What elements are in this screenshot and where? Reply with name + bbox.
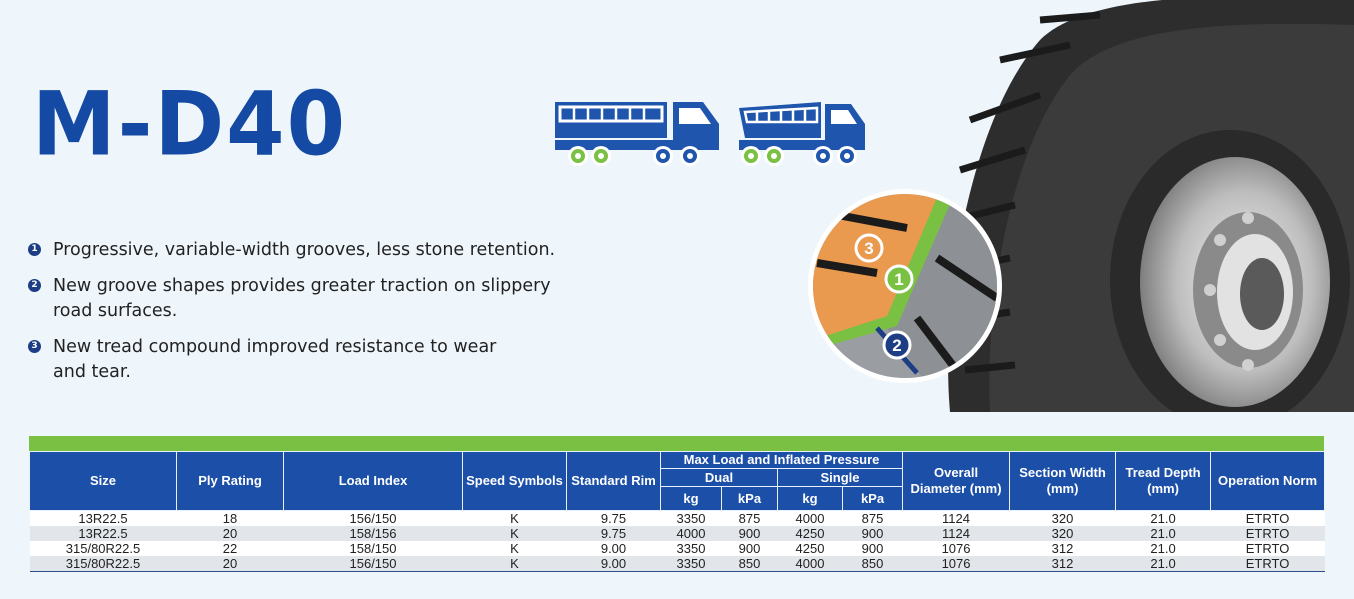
bullet-number: 1 bbox=[28, 243, 41, 256]
header-single-kg: kg bbox=[777, 486, 843, 511]
header-ply-rating: Ply Rating bbox=[176, 451, 284, 511]
cell-ply-rating: 18 bbox=[176, 510, 284, 526]
cell-standard-rim: 9.00 bbox=[566, 541, 661, 556]
header-overall-diameter: Overall Diameter (mm) bbox=[902, 451, 1011, 511]
cell-dual-kpa: 875 bbox=[721, 510, 778, 526]
header-standard-rim: Standard Rim bbox=[566, 451, 661, 511]
header-dual-kpa: kPa bbox=[721, 486, 778, 511]
bullet-number: 2 bbox=[28, 279, 41, 292]
table-row: 315/80R22.5 20 156/150 K 9.00 3350 850 4000 850 1… bbox=[29, 556, 1325, 572]
cell-single-kg: 4250 bbox=[777, 541, 843, 556]
cell-operation-norm: ETRTO bbox=[1210, 510, 1325, 526]
cell-overall-diameter: 1124 bbox=[902, 526, 1010, 541]
product-title: M-D40 bbox=[32, 72, 348, 176]
cell-section-width: 320 bbox=[1009, 510, 1116, 526]
callout-1: 1 bbox=[894, 270, 903, 289]
header-section-width: Section Width (mm) bbox=[1009, 451, 1117, 511]
tread-detail-image: 3 1 2 bbox=[808, 189, 1002, 383]
cell-tread-depth: 21.0 bbox=[1115, 541, 1211, 556]
cell-single-kpa: 900 bbox=[842, 541, 903, 556]
header-speed-symbols: Speed Symbols bbox=[462, 451, 567, 511]
feature-text: New groove shapes provides greater tract… bbox=[53, 276, 551, 321]
cell-single-kg: 4000 bbox=[777, 556, 843, 572]
cell-operation-norm: ETRTO bbox=[1210, 556, 1325, 572]
feature-item: 2 New groove shapes provides greater tra… bbox=[28, 274, 588, 324]
header-dual-kg: kg bbox=[660, 486, 722, 511]
cell-overall-diameter: 1124 bbox=[902, 510, 1010, 526]
tire-image bbox=[948, 0, 1354, 412]
cell-tread-depth: 21.0 bbox=[1115, 526, 1211, 541]
table-row: 315/80R22.5 22 158/150 K 9.00 3350 900 4250 900 1… bbox=[29, 541, 1325, 556]
feature-text: New tread compound improved resistance t… bbox=[53, 337, 497, 382]
header-single: Single bbox=[776, 468, 904, 487]
cell-size: 13R22.5 bbox=[29, 526, 177, 541]
cell-operation-norm: ETRTO bbox=[1210, 526, 1325, 541]
cell-dual-kg: 3350 bbox=[660, 556, 722, 572]
header-tread-depth: Tread Depth (mm) bbox=[1115, 451, 1212, 511]
cell-dual-kpa: 850 bbox=[721, 556, 778, 572]
cell-overall-diameter: 1076 bbox=[902, 541, 1010, 556]
bullet-number: 3 bbox=[28, 340, 41, 353]
cell-overall-diameter: 1076 bbox=[902, 556, 1010, 572]
header-operation-norm: Operation Norm bbox=[1210, 451, 1326, 511]
cell-standard-rim: 9.75 bbox=[566, 526, 661, 541]
header-load-index: Load Index bbox=[283, 451, 463, 511]
cell-single-kpa: 850 bbox=[842, 556, 903, 572]
cell-single-kpa: 900 bbox=[842, 526, 903, 541]
cell-load-index: 156/150 bbox=[283, 510, 463, 526]
header-size: Size bbox=[29, 451, 177, 511]
cell-size: 315/80R22.5 bbox=[29, 541, 177, 556]
cell-dual-kpa: 900 bbox=[721, 541, 778, 556]
cell-size: 315/80R22.5 bbox=[29, 556, 177, 572]
table-row: 13R22.5 18 156/150 K 9.75 3350 875 4000 875 1124 3… bbox=[29, 510, 1325, 526]
feature-list: 1 Progressive, variable-width grooves, l… bbox=[28, 238, 608, 385]
cell-single-kg: 4250 bbox=[777, 526, 843, 541]
header-single-kpa: kPa bbox=[841, 486, 904, 511]
cell-load-index: 156/150 bbox=[283, 556, 463, 572]
cell-dual-kg: 3350 bbox=[660, 541, 722, 556]
callout-2: 2 bbox=[892, 336, 901, 355]
cell-size: 13R22.5 bbox=[29, 510, 177, 526]
cell-speed-symbol: K bbox=[462, 526, 567, 541]
cell-speed-symbol: K bbox=[462, 556, 567, 572]
tipper-truck-icon bbox=[739, 102, 865, 166]
cell-speed-symbol: K bbox=[462, 510, 567, 526]
header-dual: Dual bbox=[660, 468, 778, 487]
cell-dual-kg: 4000 bbox=[660, 526, 722, 541]
cell-single-kg: 4000 bbox=[777, 510, 843, 526]
callout-3: 3 bbox=[864, 239, 873, 258]
spec-table: Size Ply Rating Load Index Speed Symbols… bbox=[29, 451, 1326, 572]
cell-ply-rating: 22 bbox=[176, 541, 284, 556]
cell-load-index: 158/156 bbox=[283, 526, 463, 541]
cell-ply-rating: 20 bbox=[176, 556, 284, 572]
cell-section-width: 320 bbox=[1009, 526, 1116, 541]
cell-section-width: 312 bbox=[1009, 541, 1116, 556]
cell-dual-kg: 3350 bbox=[660, 510, 722, 526]
feature-item: 1 Progressive, variable-width grooves, l… bbox=[28, 238, 608, 263]
cell-dual-kpa: 900 bbox=[721, 526, 778, 541]
header-max-load: Max Load and Inflated Pressure bbox=[659, 451, 904, 469]
cell-section-width: 312 bbox=[1009, 556, 1116, 572]
cell-tread-depth: 21.0 bbox=[1115, 510, 1211, 526]
table-accent-bar bbox=[29, 436, 1324, 451]
cell-single-kpa: 875 bbox=[842, 510, 903, 526]
feature-item: 3 New tread compound improved resistance… bbox=[28, 335, 528, 385]
dump-truck-icon bbox=[555, 102, 719, 166]
cell-tread-depth: 21.0 bbox=[1115, 556, 1211, 572]
cell-ply-rating: 20 bbox=[176, 526, 284, 541]
feature-text: Progressive, variable-width grooves, les… bbox=[53, 240, 556, 260]
cell-load-index: 158/150 bbox=[283, 541, 463, 556]
cell-standard-rim: 9.00 bbox=[566, 556, 661, 572]
cell-speed-symbol: K bbox=[462, 541, 567, 556]
table-row: 13R22.5 20 158/156 K 9.75 4000 900 4250 900 1124 3… bbox=[29, 526, 1325, 541]
cell-standard-rim: 9.75 bbox=[566, 510, 661, 526]
cell-operation-norm: ETRTO bbox=[1210, 541, 1325, 556]
